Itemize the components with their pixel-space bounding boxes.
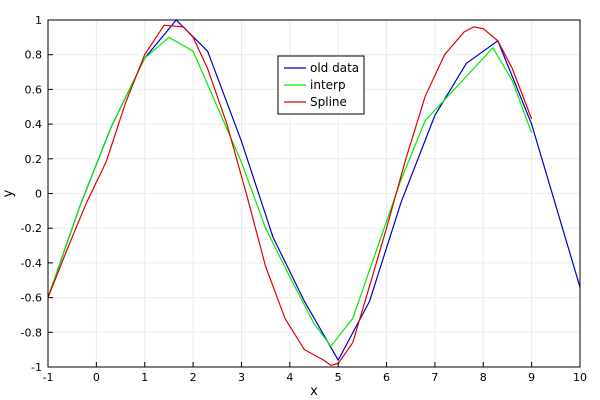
legend-label: Spline	[310, 95, 347, 109]
x-tick-label: 8	[480, 371, 487, 384]
y-tick-label: -0.6	[21, 292, 42, 305]
y-tick-label: 0.6	[25, 83, 43, 96]
legend: old data interp Spline	[277, 55, 365, 115]
x-tick-label: 1	[141, 371, 148, 384]
x-tick-label: 10	[573, 371, 587, 384]
series-line-spline	[47, 24, 533, 366]
y-axis-label: y	[1, 189, 16, 197]
y-tick-label: -0.4	[21, 257, 42, 270]
y-tick-label: -1	[31, 361, 42, 374]
plot-area	[47, 19, 581, 366]
y-tick-label: 0.2	[25, 153, 43, 166]
x-tick-label: 5	[335, 371, 342, 384]
y-tick-label: -0.8	[21, 326, 42, 339]
y-tick-label: 0	[35, 188, 42, 201]
legend-label: interp	[310, 78, 346, 92]
y-tick-label: 0.8	[25, 49, 43, 62]
x-tick-label: 2	[190, 371, 197, 384]
x-axis-label: x	[310, 384, 318, 399]
y-tick-label: 1	[35, 14, 42, 27]
series-line-interp	[47, 36, 533, 348]
x-tick-label: 9	[528, 371, 535, 384]
y-tick-label: -0.2	[21, 222, 42, 235]
legend-label: old data	[310, 61, 359, 75]
x-tick-label: 0	[93, 371, 100, 384]
ticks: -1 0 1 2 3 4 5 6 7 8 9 10 -1 -0.8 -0.6 -0.4 -0.2 0 0.2 0.4 0…	[21, 14, 587, 384]
y-tick-label: 0.4	[25, 118, 43, 131]
x-tick-label: 7	[431, 371, 438, 384]
x-tick-label: 3	[238, 371, 245, 384]
x-tick-label: 6	[383, 371, 390, 384]
x-tick-label: -1	[43, 371, 54, 384]
x-tick-label: 4	[286, 371, 293, 384]
